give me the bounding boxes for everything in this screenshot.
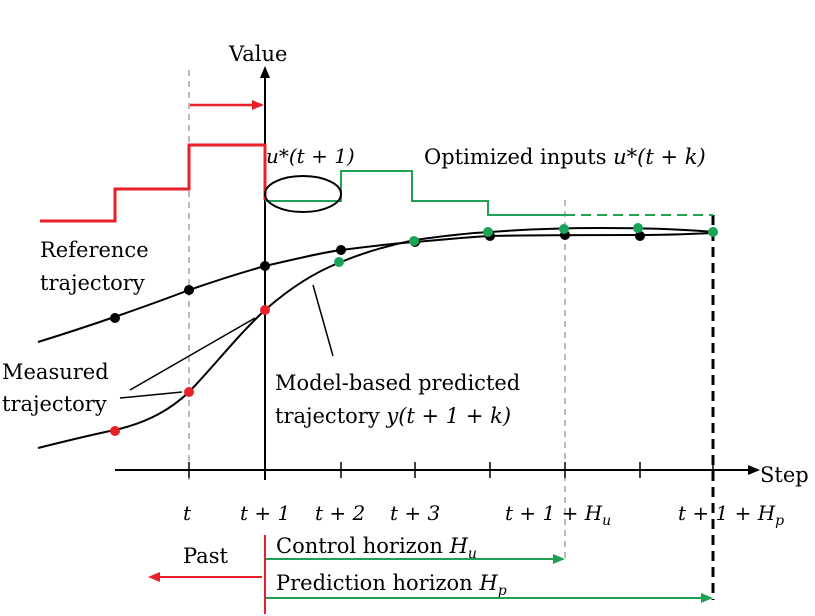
- measured-label-1: Measured: [2, 360, 109, 384]
- x-axis-label: Step: [760, 463, 809, 487]
- past-input-step: [40, 143, 267, 223]
- measured-leader-2: [119, 391, 183, 399]
- past-label: Past: [183, 544, 228, 568]
- model-label-2: trajectory y(t + 1 + k): [275, 404, 511, 428]
- y-axis-label: Value: [228, 42, 287, 66]
- reference-label-2: trajectory: [40, 271, 145, 295]
- measured-label-2: trajectory: [2, 392, 107, 416]
- tick-hp: t + 1 + Hp: [678, 501, 784, 529]
- u-star-ellipse: [264, 175, 342, 213]
- prediction-horizon-label: Prediction horizon Hp: [276, 571, 507, 599]
- u-star-label: u*(t + 1): [266, 144, 355, 168]
- tick-t2: t + 2: [315, 501, 365, 525]
- model-leader: [312, 284, 334, 357]
- tick-t3: t + 3: [390, 501, 440, 525]
- optimized-label: Optimized inputs u*(t + k): [424, 145, 706, 169]
- reference-dots: [110, 230, 645, 323]
- x-ticks: [188, 462, 714, 478]
- tick-t1: t + 1: [240, 501, 290, 525]
- tick-hu: t + 1 + Hu: [505, 501, 611, 529]
- measured-dots: [110, 305, 270, 436]
- reference-label-1: Reference: [40, 238, 149, 262]
- tick-t: t: [183, 501, 192, 525]
- optimized-input-step: [265, 170, 565, 216]
- control-horizon-label: Control horizon Hu: [276, 534, 477, 562]
- predicted-dots: [334, 223, 718, 267]
- model-label-1: Model-based predicted: [275, 371, 520, 395]
- measured-leader-1: [129, 317, 256, 391]
